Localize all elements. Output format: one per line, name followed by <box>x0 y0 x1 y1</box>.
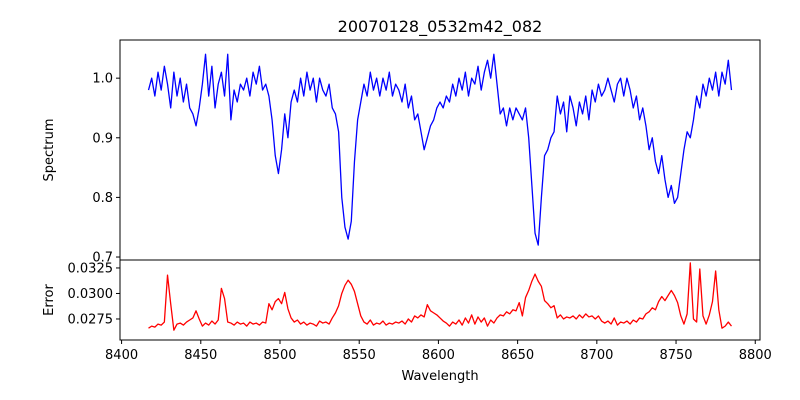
error-y-axis-label: Error <box>42 284 57 316</box>
error-y-tick-label: 0.0275 <box>68 312 114 327</box>
x-tick-label: 8500 <box>263 348 296 363</box>
x-tick-label: 8400 <box>105 348 138 363</box>
x-tick-label: 8750 <box>659 348 692 363</box>
x-tick-label: 8600 <box>422 348 455 363</box>
x-tick-label: 8450 <box>184 348 217 363</box>
spectrum-y-tick-label: 0.8 <box>92 191 113 206</box>
spectrum-series-line <box>147 53 733 246</box>
error-panel: 0.0275 0.0300 0.0325 8400 8450 8500 8550 8600 86… <box>68 259 772 363</box>
x-tick-label: 8700 <box>580 348 613 363</box>
error-axes-frame <box>119 259 761 341</box>
x-tick-label: 8800 <box>739 348 772 363</box>
spectrum-panel: 0.7 0.8 0.9 1.0 <box>92 39 761 266</box>
x-tick-label: 8650 <box>501 348 534 363</box>
error-y-tick-label: 0.0300 <box>68 287 114 302</box>
error-y-tick-label: 0.0325 <box>68 261 114 276</box>
spectrum-y-tick-label: 0.9 <box>92 131 113 146</box>
spectrum-y-tick-label: 1.0 <box>92 72 113 87</box>
chart-title: 20070128_0532m42_082 <box>338 17 543 37</box>
x-tick-label: 8550 <box>343 348 376 363</box>
error-series-line <box>148 262 733 331</box>
spectrum-axes-frame <box>119 39 761 261</box>
x-axis-label: Wavelength <box>401 369 478 384</box>
spectrum-y-axis-label: Spectrum <box>42 119 57 182</box>
spectrum-y-tick-label: 0.7 <box>92 251 113 266</box>
